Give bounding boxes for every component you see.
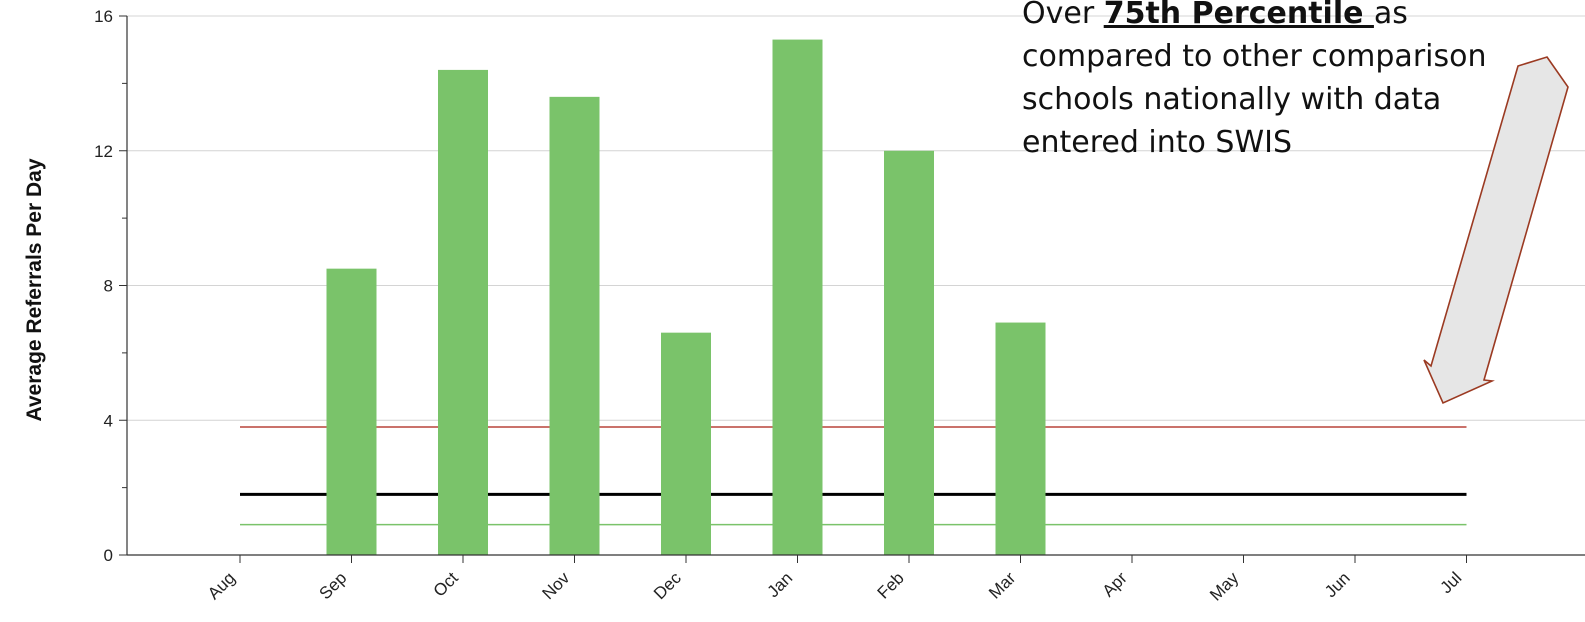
x-tick-label: Jan [764, 568, 797, 601]
x-tick-label: Jul [1437, 568, 1466, 597]
bar [326, 268, 377, 555]
reference-lines [240, 426, 1467, 526]
x-tick-label: Dec [650, 568, 685, 603]
x-tick-label: Oct [430, 568, 462, 600]
annotation-line-1: Over 75th Percentile as [1022, 0, 1582, 35]
bars [326, 39, 1046, 556]
y-tick-label: 8 [104, 277, 113, 296]
x-tick-label: Feb [874, 568, 908, 602]
percentile-annotation: Over 75th Percentile as compared to othe… [1022, 0, 1582, 164]
x-tick-label: Sep [316, 568, 351, 603]
annotation-line-4: entered into SWIS [1022, 125, 1292, 160]
annotation-prefix: Over [1022, 0, 1104, 31]
y-tick-label: 4 [104, 411, 113, 430]
annotation-suffix: as [1373, 0, 1408, 31]
bar [438, 69, 488, 556]
x-tick-label: Aug [204, 568, 239, 603]
x-tick-label: Mar [985, 568, 1019, 602]
annotation-emphasis: 75th Percentile [1103, 0, 1374, 31]
y-tick-label: 12 [94, 142, 113, 161]
bar [772, 39, 823, 556]
x-tick-label: May [1206, 568, 1242, 604]
bar [884, 150, 934, 555]
x-tick-label: Nov [539, 568, 574, 603]
x-tick-label: Apr [1099, 568, 1131, 600]
down-arrow-icon [1423, 56, 1569, 405]
annotation-arrow [1423, 56, 1569, 405]
y-axis-title: Average Referrals Per Day [23, 158, 46, 422]
y-tick-label: 0 [104, 546, 113, 565]
x-tick-label: Jun [1321, 568, 1354, 601]
bar [661, 332, 711, 555]
y-tick-label: 16 [94, 7, 113, 26]
annotation-line-2: compared to other comparison [1022, 39, 1487, 74]
bar [549, 96, 600, 555]
annotation-line-3: schools nationally with data [1022, 82, 1442, 117]
bar [995, 322, 1046, 555]
